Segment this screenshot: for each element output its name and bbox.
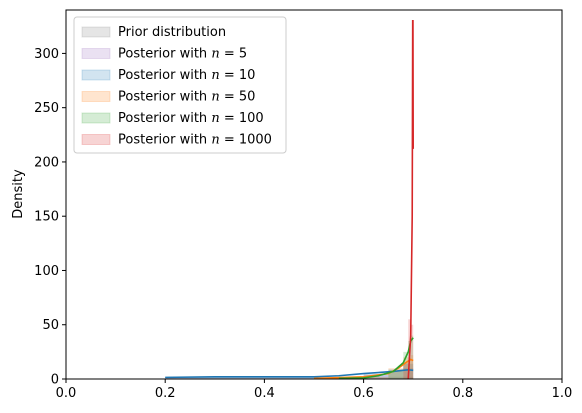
legend-swatch bbox=[81, 69, 111, 81]
legend-swatch bbox=[81, 48, 111, 59]
x-tick-label: 0.8 bbox=[452, 386, 473, 401]
hist-bar bbox=[388, 369, 404, 379]
y-tick-label: 0 bbox=[51, 373, 59, 388]
legend-swatch bbox=[81, 134, 111, 145]
legend-label: Posterior with n = 10 bbox=[118, 68, 255, 83]
x-tick-label: 0.6 bbox=[353, 386, 374, 401]
legend-label: Posterior with n = 5 bbox=[118, 47, 247, 62]
x-tick-label: 0.0 bbox=[56, 386, 77, 401]
hist-bar bbox=[363, 376, 389, 379]
x-tick-label: 0.2 bbox=[155, 386, 176, 401]
hist-bar bbox=[410, 335, 414, 379]
y-tick-label: 50 bbox=[42, 318, 59, 333]
kde-line bbox=[407, 20, 415, 380]
legend-label: Posterior with n = 100 bbox=[118, 111, 264, 126]
hist-bar bbox=[403, 351, 409, 379]
y-tick-label: 150 bbox=[34, 210, 59, 225]
legend-label: Prior distribution bbox=[118, 25, 226, 40]
hist-bar bbox=[410, 355, 414, 379]
kde-line bbox=[313, 358, 414, 380]
y-axis-label: Density bbox=[11, 169, 26, 219]
legend-swatch bbox=[81, 91, 111, 102]
plot-frame bbox=[65, 9, 563, 380]
hist-bar bbox=[165, 377, 364, 379]
x-tick-label: 0.4 bbox=[254, 386, 275, 401]
hist-bar bbox=[388, 368, 404, 379]
y-tick-label: 300 bbox=[34, 47, 59, 62]
hist-bar bbox=[388, 370, 404, 379]
hist-bar bbox=[410, 324, 414, 379]
kde-line bbox=[165, 368, 414, 379]
y-tick-label: 250 bbox=[34, 101, 59, 116]
legend-label: Posterior with n = 1000 bbox=[118, 133, 272, 148]
legend: Prior distribution Posterior with n = 5 Po… bbox=[73, 16, 287, 154]
hist-bar bbox=[388, 371, 404, 379]
hist-bar bbox=[165, 377, 364, 379]
legend-swatch bbox=[81, 26, 111, 38]
y-tick-label: 200 bbox=[34, 155, 59, 170]
hist-bar bbox=[165, 376, 414, 379]
legend-label: Posterior with n = 50 bbox=[118, 90, 255, 105]
legend-box bbox=[73, 16, 287, 154]
x-tick-label: 1.0 bbox=[552, 386, 573, 401]
legend-swatch bbox=[81, 112, 111, 124]
hist-bar bbox=[403, 362, 409, 379]
y-tick-label: 100 bbox=[34, 264, 59, 279]
hist-bar bbox=[403, 357, 411, 379]
